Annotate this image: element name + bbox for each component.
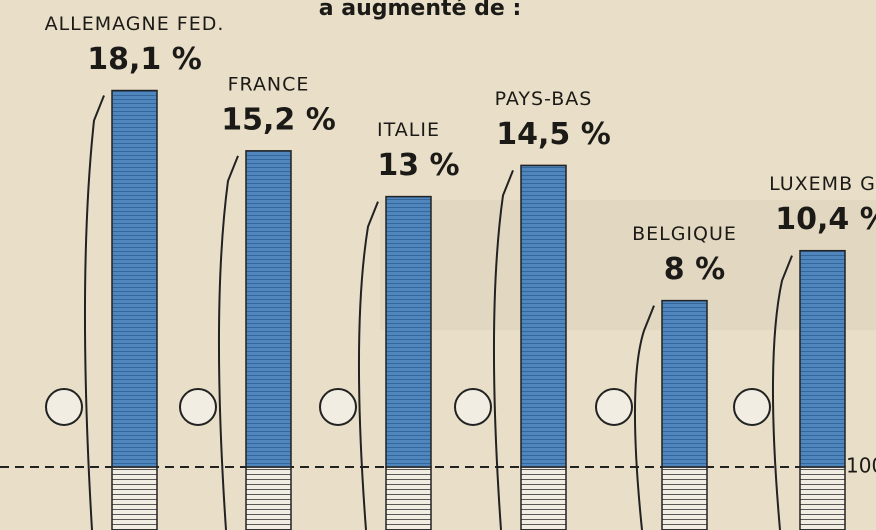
category-label: BELGIQUE (632, 223, 737, 245)
bar (521, 165, 566, 467)
figure-head (734, 389, 770, 425)
category-label: PAYS-BAS (495, 88, 593, 110)
bar (386, 197, 431, 467)
bar-stub (800, 467, 845, 530)
value-label: 10,4 % (775, 202, 876, 237)
value-label: 18,1 % (87, 42, 202, 77)
bar-stub (662, 467, 707, 530)
bar (112, 91, 157, 467)
category-label: FRANCE (228, 73, 310, 95)
chart-title: a augmenté de : (319, 0, 522, 21)
figure-head (320, 389, 356, 425)
chart: a augmenté de : 100 ALLEMAGNE FED. 18,1 % F… (0, 0, 876, 530)
bar-stub (386, 467, 431, 530)
bar-stub (112, 467, 157, 530)
category-label: ITALIE (377, 119, 440, 141)
figure-head (596, 389, 632, 425)
value-label: 8 % (664, 252, 725, 287)
value-label: 14,5 % (496, 117, 611, 152)
value-label: 15,2 % (221, 102, 336, 137)
bar (662, 301, 707, 467)
category-label: LUXEMB G (769, 173, 876, 195)
bar (800, 251, 845, 467)
figure-head (46, 389, 82, 425)
bar-stub (521, 467, 566, 530)
figure-head (455, 389, 491, 425)
value-label: 13 % (377, 148, 459, 183)
figure-head (180, 389, 216, 425)
bar (246, 151, 291, 467)
bar-stub (246, 467, 291, 530)
baseline-label: 100 (846, 454, 876, 478)
category-label: ALLEMAGNE FED. (45, 13, 225, 35)
